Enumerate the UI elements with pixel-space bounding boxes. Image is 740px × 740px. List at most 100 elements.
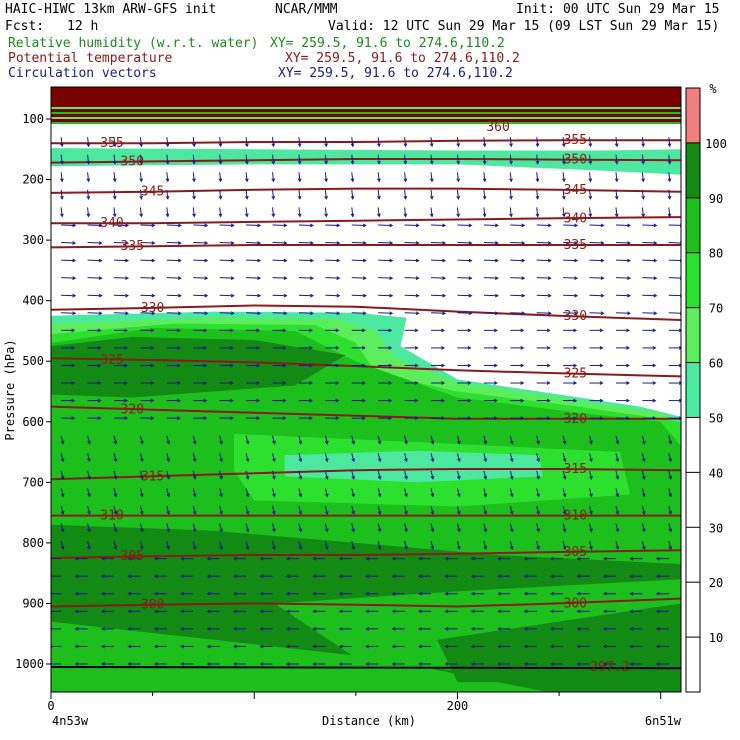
wind-vector bbox=[298, 470, 303, 480]
wind-vector bbox=[325, 381, 340, 385]
fcst-value: 12 h bbox=[67, 19, 99, 34]
wind-vector bbox=[245, 435, 250, 445]
wind-vector bbox=[378, 346, 393, 350]
wind-vector bbox=[114, 346, 129, 350]
wind-vector bbox=[642, 223, 658, 228]
wind-vector bbox=[272, 435, 276, 445]
wind-vector bbox=[444, 556, 458, 561]
wind-vector bbox=[100, 609, 114, 614]
wind-vector bbox=[589, 416, 604, 421]
wind-vector bbox=[285, 591, 299, 596]
wind-vector bbox=[430, 540, 435, 551]
wind-vector bbox=[139, 523, 144, 533]
wind-vector bbox=[324, 505, 329, 515]
theta-label: 330 bbox=[564, 309, 587, 324]
wind-vector bbox=[338, 556, 352, 561]
wind-vector bbox=[563, 416, 578, 421]
theta-label: 310 bbox=[564, 509, 587, 524]
wind-vector bbox=[404, 346, 419, 350]
wind-vector bbox=[641, 453, 646, 463]
wind-vector bbox=[219, 258, 235, 263]
wind-vector bbox=[615, 258, 632, 263]
wind-vector bbox=[245, 505, 250, 515]
wind-vector bbox=[470, 591, 484, 596]
wind-vector bbox=[482, 137, 487, 148]
wind-vector bbox=[139, 207, 144, 218]
wind-vector bbox=[615, 540, 620, 551]
wind-vector bbox=[166, 453, 171, 463]
wind-vector bbox=[404, 435, 408, 445]
wind-vector bbox=[535, 137, 540, 148]
wind-vector bbox=[404, 381, 419, 385]
wind-vector bbox=[218, 172, 223, 183]
wind-vector bbox=[193, 276, 209, 280]
wind-vector bbox=[87, 505, 91, 515]
wind-vector bbox=[391, 644, 405, 649]
wind-vector bbox=[298, 505, 303, 515]
wind-vector bbox=[298, 311, 314, 316]
wind-vector bbox=[166, 470, 171, 480]
wind-vector bbox=[87, 311, 103, 316]
wind-vector bbox=[351, 346, 366, 350]
wind-vector bbox=[219, 505, 223, 515]
wind-vector bbox=[588, 154, 593, 165]
wind-vector bbox=[74, 627, 88, 631]
wind-vector bbox=[165, 189, 170, 200]
wind-vector bbox=[87, 523, 91, 533]
wind-vector bbox=[457, 276, 473, 280]
wind-vector bbox=[629, 609, 643, 614]
x-tick-label: 0 bbox=[47, 699, 54, 713]
wind-vector bbox=[483, 488, 488, 498]
colorbar-tick-label: 90 bbox=[709, 192, 723, 206]
wind-vector bbox=[562, 435, 567, 445]
wind-vector bbox=[497, 644, 511, 649]
wind-vector bbox=[351, 470, 356, 480]
wind-vector bbox=[139, 189, 144, 200]
wind-vector bbox=[140, 293, 156, 298]
wind-vector bbox=[403, 189, 408, 200]
theta-contour-325 bbox=[51, 357, 681, 378]
wind-vector bbox=[87, 346, 102, 350]
wind-vector bbox=[417, 556, 432, 561]
wind-vector bbox=[509, 435, 514, 445]
wind-vector bbox=[444, 591, 458, 596]
wind-vector bbox=[100, 574, 114, 579]
wind-vector bbox=[298, 381, 313, 385]
wind-vector bbox=[245, 488, 250, 498]
wind-vector bbox=[589, 258, 605, 263]
wind-vector bbox=[338, 609, 352, 614]
theta-label: 345 bbox=[564, 183, 587, 198]
wind-vector bbox=[351, 488, 356, 498]
wind-vector bbox=[127, 609, 141, 614]
wind-vector bbox=[483, 505, 488, 515]
wind-vector bbox=[219, 328, 234, 333]
wind-vector bbox=[535, 172, 540, 183]
wind-vector bbox=[86, 172, 91, 183]
colorbar-swatch-50 bbox=[686, 362, 700, 418]
wind-vector bbox=[112, 154, 117, 165]
wind-vector bbox=[259, 591, 273, 596]
wind-vector bbox=[219, 223, 235, 228]
wind-vector bbox=[629, 644, 643, 649]
wind-vector bbox=[431, 241, 447, 245]
wind-vector bbox=[615, 505, 620, 515]
wind-vector bbox=[312, 627, 326, 631]
wind-vector bbox=[86, 137, 91, 148]
wind-vector bbox=[113, 258, 130, 263]
wind-vector bbox=[139, 540, 144, 551]
theta-label: 310 bbox=[100, 509, 123, 524]
wind-vector bbox=[642, 241, 658, 245]
wind-vector bbox=[246, 258, 262, 263]
colorbar-swatch-60 bbox=[686, 307, 700, 363]
wind-vector bbox=[667, 189, 672, 200]
wind-vector bbox=[456, 154, 461, 165]
wind-vector bbox=[165, 137, 170, 148]
wind-vector bbox=[589, 363, 604, 368]
wind-vector bbox=[483, 223, 499, 228]
wind-vector bbox=[482, 189, 487, 200]
wind-vector bbox=[391, 574, 405, 579]
wind-vector bbox=[431, 398, 446, 403]
theta-label: 335 bbox=[121, 239, 144, 254]
wind-vector bbox=[602, 609, 616, 614]
wind-vector bbox=[536, 328, 551, 333]
